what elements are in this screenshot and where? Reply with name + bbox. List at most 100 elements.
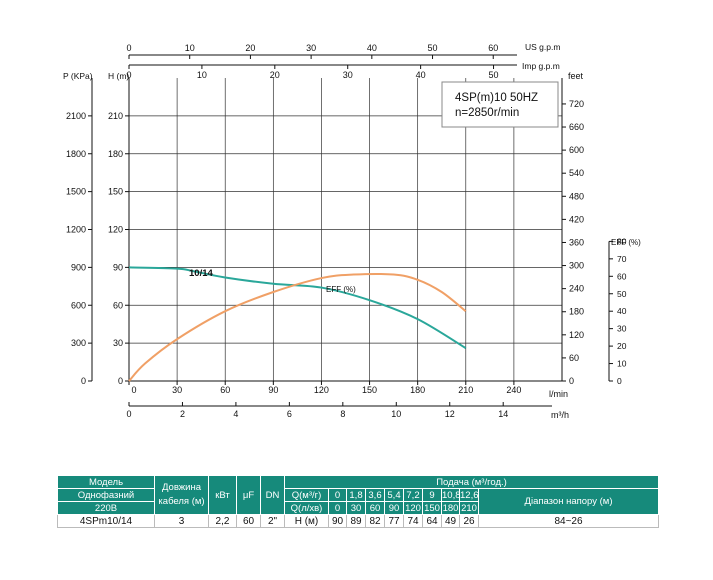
head-curve bbox=[128, 266, 467, 350]
imp-gpm-title: Imp g.p.m bbox=[522, 61, 560, 71]
p-tick-label: 300 bbox=[71, 338, 86, 348]
row-h-label: H (м) bbox=[284, 514, 329, 528]
feet-tick-label: 720 bbox=[569, 99, 584, 109]
q-lmin-cell: 150 bbox=[422, 501, 442, 515]
p-tick-label: 1200 bbox=[66, 225, 86, 235]
p-tick-label: 1800 bbox=[66, 149, 86, 159]
m3h-tick-label: 14 bbox=[498, 409, 508, 419]
range-header: Діапазон напору (м) bbox=[477, 488, 660, 515]
eff-axis-title: EFF (%) bbox=[611, 238, 641, 247]
imp-gpm-tick-label: 20 bbox=[270, 70, 280, 80]
us-gpm-tick-label: 10 bbox=[185, 43, 195, 53]
eff-tick-label: 50 bbox=[617, 289, 627, 299]
row-kw: 2,2 bbox=[208, 514, 237, 528]
imp-gpm-tick-label: 30 bbox=[343, 70, 353, 80]
m3h-tick-label: 12 bbox=[445, 409, 455, 419]
q-lmin-cell: 210 bbox=[459, 501, 479, 515]
eff-tick-label: 10 bbox=[617, 359, 627, 369]
p-axis-title: P (KPa) bbox=[63, 71, 93, 81]
q-lmin-label: Q(л/хв) bbox=[284, 501, 329, 515]
row-h-value: 90 bbox=[328, 514, 347, 528]
m3h-tick-label: 8 bbox=[340, 409, 345, 419]
m3h-axis-title: m³/h bbox=[551, 410, 569, 420]
q-m3-cell: 0 bbox=[328, 488, 347, 502]
voltage-label: 220В bbox=[57, 501, 155, 515]
p-tick-label: 1500 bbox=[66, 187, 86, 197]
feet-tick-label: 240 bbox=[569, 284, 584, 294]
eff-tick-label: 0 bbox=[617, 376, 622, 386]
row-h-value: 74 bbox=[403, 514, 423, 528]
row-h-value: 82 bbox=[365, 514, 385, 528]
kw-header: кВт bbox=[208, 475, 237, 515]
feet-tick-label: 600 bbox=[569, 145, 584, 155]
eff-tick-label: 40 bbox=[617, 306, 627, 316]
lmin-tick-label: 30 bbox=[172, 385, 182, 395]
chart-axes: 0306090120150180210030060090012001500180… bbox=[66, 43, 627, 419]
q-m3-cell: 9 bbox=[422, 488, 442, 502]
h-tick-label: 210 bbox=[108, 111, 123, 121]
p-tick-label: 900 bbox=[71, 262, 86, 272]
feet-tick-label: 480 bbox=[569, 191, 584, 201]
m3h-tick-label: 10 bbox=[391, 409, 401, 419]
eff-tick-label: 60 bbox=[617, 271, 627, 281]
lmin-tick-label: 0 bbox=[131, 385, 136, 395]
chart-curves bbox=[128, 266, 467, 382]
feet-tick-label: 540 bbox=[569, 168, 584, 178]
q-m3-cell: 1,8 bbox=[346, 488, 366, 502]
model-header: Модель bbox=[57, 475, 155, 489]
feet-tick-label: 300 bbox=[569, 261, 584, 271]
imp-gpm-tick-label: 10 bbox=[197, 70, 207, 80]
lmin-tick-label: 90 bbox=[268, 385, 278, 395]
us-gpm-tick-label: 50 bbox=[428, 43, 438, 53]
lmin-tick-label: 210 bbox=[458, 385, 473, 395]
feet-tick-label: 0 bbox=[569, 376, 574, 386]
imp-gpm-tick-label: 40 bbox=[416, 70, 426, 80]
feet-tick-label: 360 bbox=[569, 237, 584, 247]
dn-header: DN bbox=[260, 475, 285, 515]
m3h-tick-label: 4 bbox=[233, 409, 238, 419]
q-m3-cell: 5,4 bbox=[384, 488, 404, 502]
row-range: 84~26 bbox=[477, 514, 660, 528]
q-lmin-cell: 90 bbox=[384, 501, 404, 515]
q-lmin-cell: 30 bbox=[346, 501, 366, 515]
pump-performance-chart: 0306090120150180210030060090012001500180… bbox=[63, 42, 641, 420]
feet-tick-label: 60 bbox=[569, 353, 579, 363]
imp-gpm-tick-label: 0 bbox=[126, 70, 131, 80]
q-m3-cell: 3,6 bbox=[365, 488, 385, 502]
lmin-tick-label: 240 bbox=[506, 385, 521, 395]
phase-label: Однофазний bbox=[57, 488, 155, 502]
imp-gpm-tick-label: 50 bbox=[489, 70, 499, 80]
eff-tick-label: 30 bbox=[617, 324, 627, 334]
us-gpm-tick-label: 60 bbox=[488, 43, 498, 53]
m3h-tick-label: 6 bbox=[287, 409, 292, 419]
lmin-tick-label: 60 bbox=[220, 385, 230, 395]
lmin-tick-label: 180 bbox=[410, 385, 425, 395]
head-curve-label: 10/14 bbox=[189, 268, 213, 279]
row-h-value: 89 bbox=[346, 514, 366, 528]
h-tick-label: 120 bbox=[108, 225, 123, 235]
lmin-axis-title: l/min bbox=[549, 389, 568, 399]
q-lmin-cell: 120 bbox=[403, 501, 423, 515]
h-tick-label: 90 bbox=[113, 262, 123, 272]
us-gpm-tick-label: 30 bbox=[306, 43, 316, 53]
efficiency-curve bbox=[128, 273, 467, 382]
row-h-value: 64 bbox=[422, 514, 442, 528]
h-tick-label: 180 bbox=[108, 149, 123, 159]
h-tick-label: 0 bbox=[118, 376, 123, 386]
q-m3-label: Q(м³/г) bbox=[284, 488, 329, 502]
q-lmin-cell: 60 bbox=[365, 501, 385, 515]
model-info-box bbox=[441, 81, 559, 128]
q-lmin-cell: 180 bbox=[441, 501, 460, 515]
lmin-tick-label: 150 bbox=[362, 385, 377, 395]
feet-tick-label: 420 bbox=[569, 214, 584, 224]
m3h-tick-label: 2 bbox=[180, 409, 185, 419]
cable-header: Довжина кабеля (м) bbox=[154, 475, 209, 515]
us-gpm-tick-label: 40 bbox=[367, 43, 377, 53]
us-gpm-title: US g.p.m bbox=[525, 42, 560, 52]
row-h-value: 77 bbox=[384, 514, 404, 528]
row-dn: 2" bbox=[260, 514, 285, 528]
p-tick-label: 600 bbox=[71, 300, 86, 310]
flow-header: Подача (м³/год.) bbox=[283, 475, 660, 489]
h-tick-label: 60 bbox=[113, 300, 123, 310]
feet-axis-title: feet bbox=[568, 71, 584, 81]
